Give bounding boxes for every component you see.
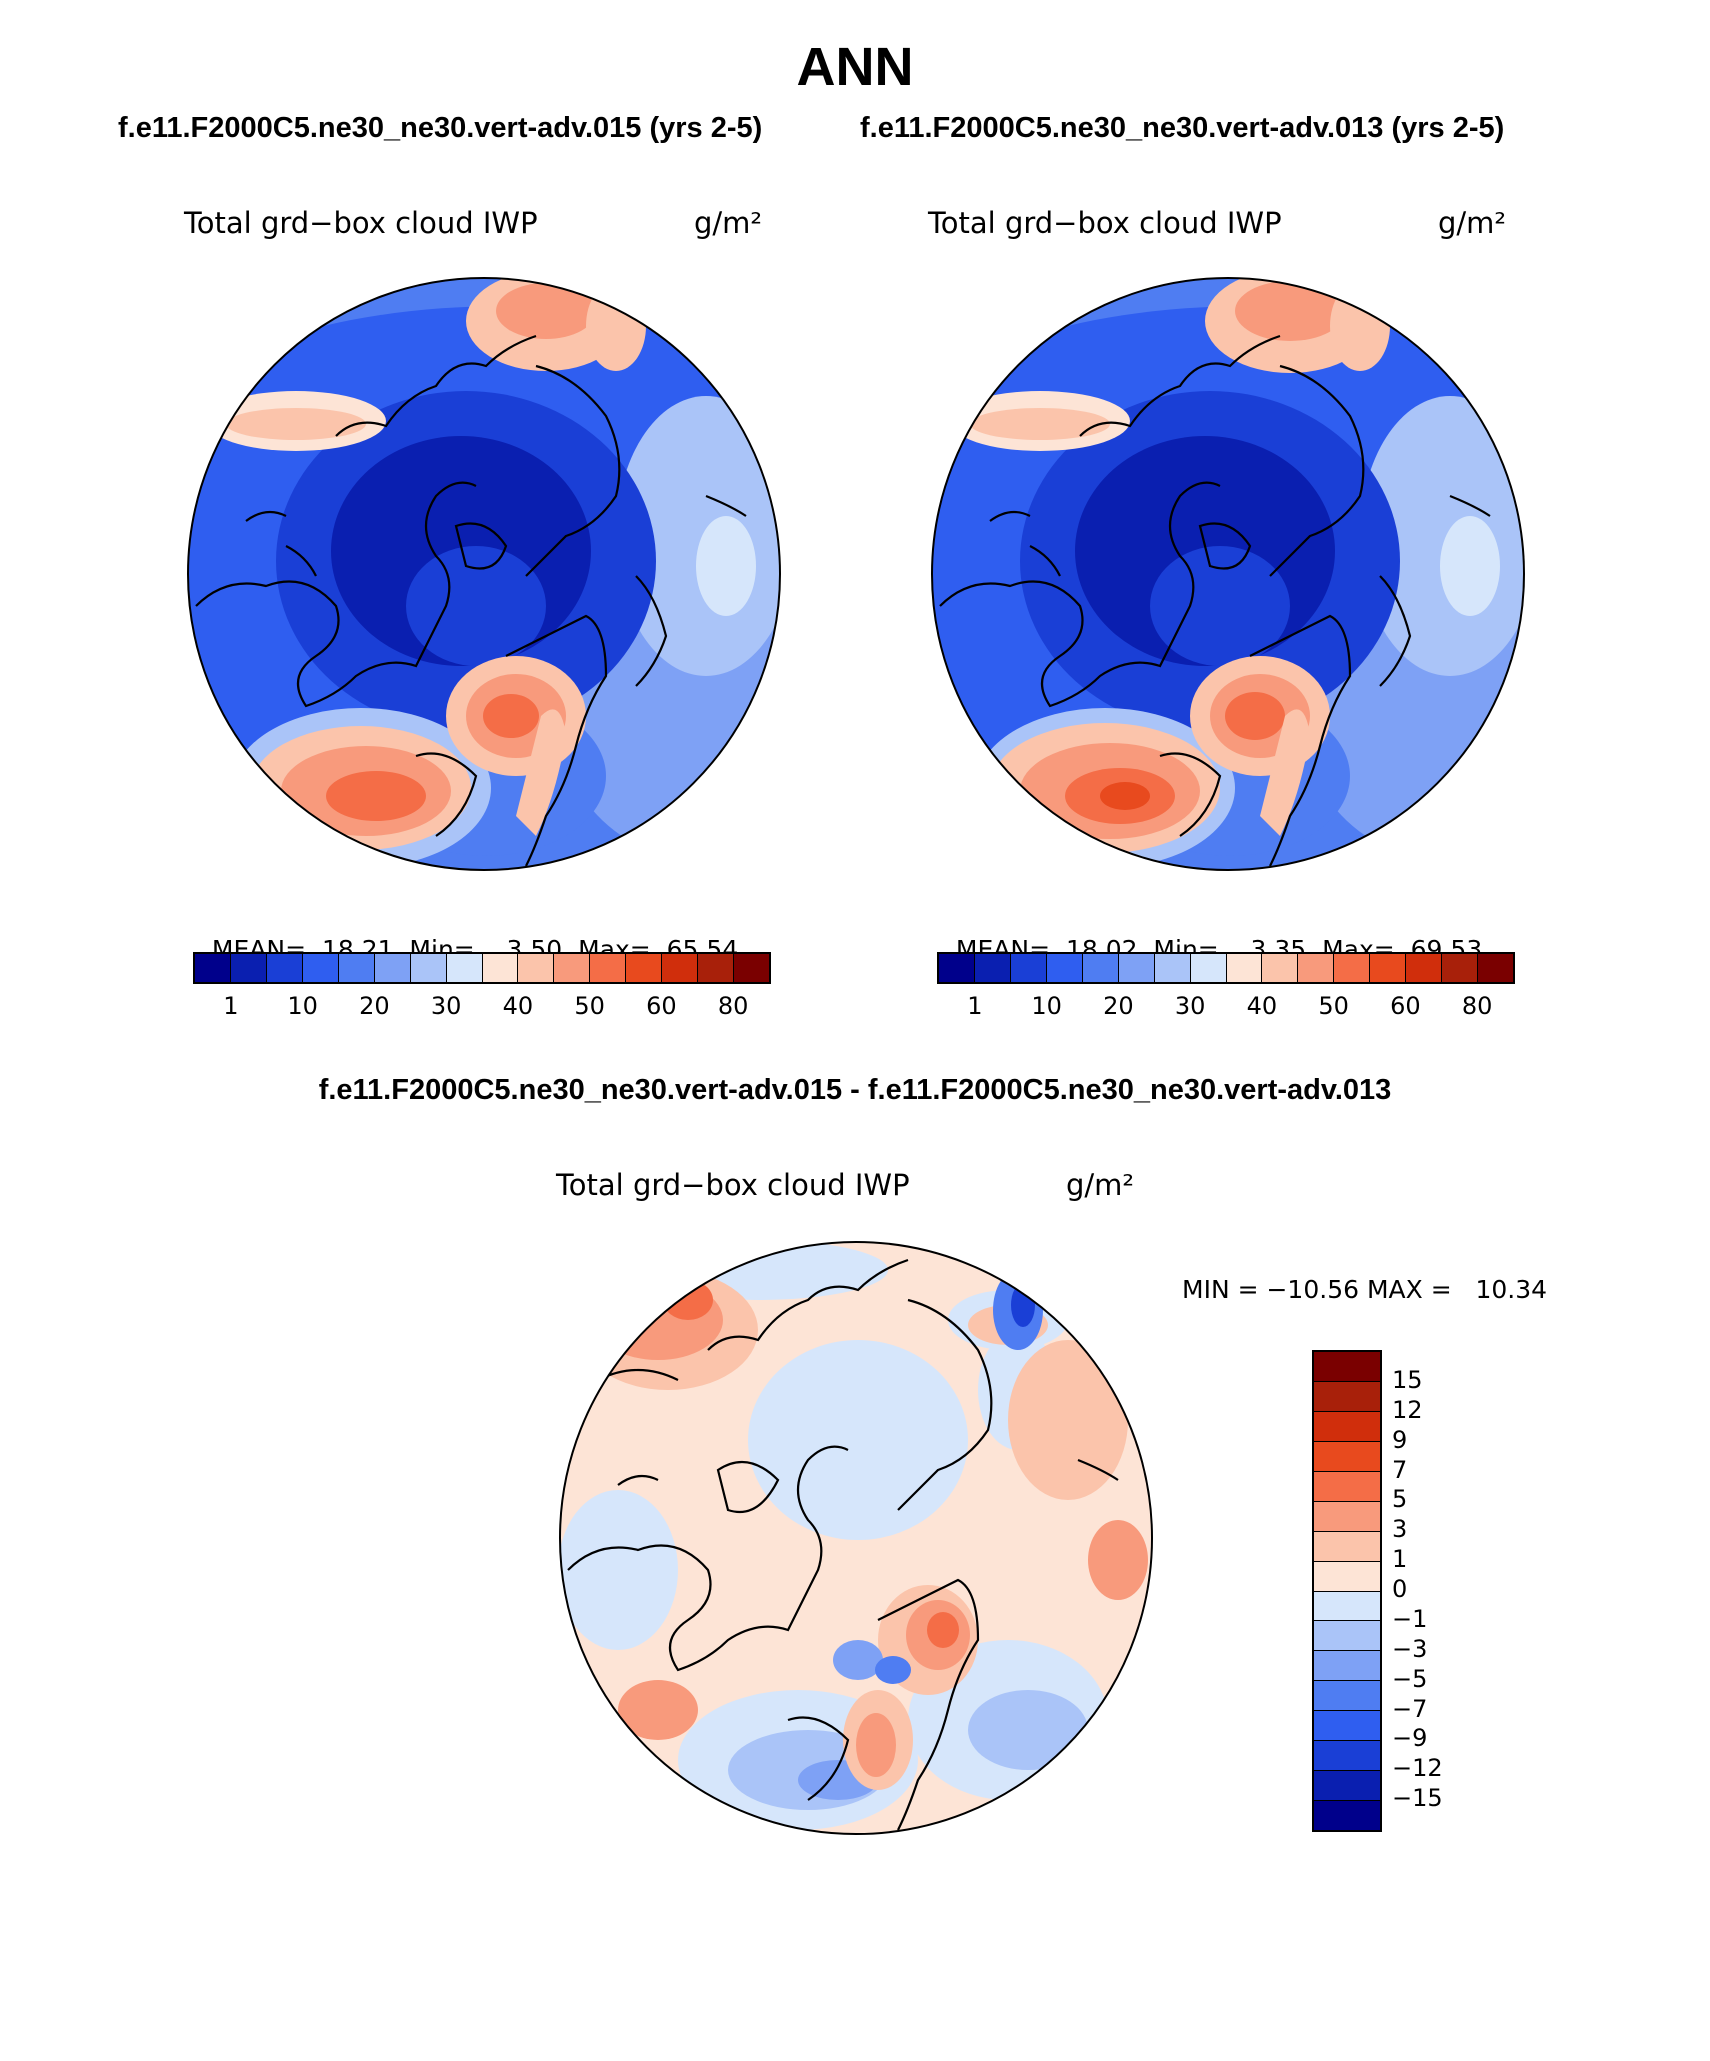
colorbar-swatch (1314, 1381, 1380, 1412)
panel1-polar-map (187, 277, 781, 871)
colorbar-swatch (1314, 1621, 1380, 1652)
colorbar-swatch (230, 954, 267, 982)
colorbar-swatch (554, 954, 591, 982)
colorbar-swatch (302, 954, 339, 982)
colorbar-tick-label: 20 (359, 992, 390, 1020)
colorbar-tick-label: 20 (1103, 992, 1134, 1020)
diff-variable-label: Total grd−box cloud IWP (556, 1168, 910, 1202)
colorbar-tick-label: −5 (1392, 1664, 1428, 1693)
colorbar-tick-label: 1 (223, 992, 239, 1020)
colorbar-swatch (1314, 1591, 1380, 1622)
colorbar-swatch (1478, 954, 1513, 982)
colorbar-swatch (1314, 1501, 1380, 1532)
panel1-colorbar (193, 952, 771, 984)
colorbar-swatch (446, 954, 483, 982)
colorbar-swatch (1190, 954, 1227, 982)
colorbar-tick-label: 30 (430, 992, 462, 1020)
colorbar-tick-label: −7 (1392, 1694, 1428, 1723)
colorbar-swatch (939, 954, 975, 982)
colorbar-tick-label: 7 (1392, 1455, 1408, 1484)
colorbar-swatch (1314, 1561, 1380, 1592)
panel1-units-label: g/m² (694, 206, 763, 240)
colorbar-swatch (1314, 1801, 1380, 1830)
colorbar-tick-label: 80 (717, 992, 749, 1020)
colorbar-swatch (1010, 954, 1047, 982)
colorbar-swatch (1314, 1411, 1380, 1442)
colorbar-swatch (590, 954, 627, 982)
colorbar-tick-label: 40 (1246, 992, 1278, 1020)
colorbar-tick-label: 50 (574, 992, 605, 1020)
colorbar-tick-label: 0 (1392, 1575, 1408, 1603)
colorbar-tick-label: −9 (1392, 1724, 1428, 1753)
page-title: ANN (796, 37, 914, 97)
colorbar-swatch (1406, 954, 1443, 982)
colorbar-swatch (1314, 1471, 1380, 1502)
panel2-variable-label: Total grd−box cloud IWP (928, 206, 1282, 240)
colorbar-tick-label: 3 (1392, 1515, 1408, 1544)
colorbar-swatch (1334, 954, 1371, 982)
colorbar-swatch (626, 954, 663, 982)
diff-title: f.e11.F2000C5.ne30_ne30.vert-adv.015 - f… (318, 1074, 1392, 1106)
colorbar-swatch (1154, 954, 1191, 982)
diff-units-label: g/m² (1066, 1168, 1135, 1202)
colorbar-swatch (1298, 954, 1335, 982)
colorbar-tick-label: 1 (1392, 1545, 1408, 1574)
colorbar-tick-label: 80 (1461, 992, 1493, 1020)
colorbar-swatch (482, 954, 519, 982)
colorbar-tick-label: 10 (287, 992, 318, 1020)
colorbar-tick-label: 15 (1392, 1365, 1423, 1394)
colorbar-swatch (662, 954, 699, 982)
colorbar-swatch (1314, 1531, 1380, 1562)
colorbar-swatch (1226, 954, 1263, 982)
colorbar-swatch (410, 954, 447, 982)
diff-colorbar (1312, 1350, 1382, 1832)
colorbar-swatch (1370, 954, 1407, 982)
colorbar-swatch (1314, 1441, 1380, 1472)
colorbar-swatch (1314, 1711, 1380, 1742)
case-title-left: f.e11.F2000C5.ne30_ne30.vert-adv.015 (yr… (118, 112, 763, 144)
colorbar-swatch (1314, 1651, 1380, 1682)
colorbar-tick-label: 30 (1174, 992, 1206, 1020)
colorbar-swatch (1118, 954, 1155, 982)
colorbar-swatch (1314, 1681, 1380, 1712)
panel2-colorbar-labels: 1 10 20 30 40 50 60 80 (939, 992, 1513, 1022)
colorbar-swatch (266, 954, 303, 982)
colorbar-swatch (374, 954, 411, 982)
colorbar-swatch (1442, 954, 1479, 982)
colorbar-swatch (1262, 954, 1299, 982)
panel1-colorbar-labels: 1 10 20 30 40 50 60 80 (195, 992, 769, 1022)
case-title-right: f.e11.F2000C5.ne30_ne30.vert-adv.013 (yr… (860, 112, 1505, 144)
colorbar-tick-label: −12 (1392, 1754, 1443, 1783)
panel2-polar-map (931, 277, 1525, 871)
diff-polar-map (559, 1241, 1153, 1835)
colorbar-tick-label: −15 (1392, 1784, 1443, 1813)
colorbar-swatch (698, 954, 735, 982)
colorbar-swatch (1046, 954, 1083, 982)
colorbar-tick-label: 40 (502, 992, 534, 1020)
colorbar-tick-label: 10 (1031, 992, 1062, 1020)
colorbar-tick-label: 60 (646, 992, 677, 1020)
colorbar-tick-label: 12 (1392, 1395, 1423, 1424)
panel1-variable-label: Total grd−box cloud IWP (184, 206, 538, 240)
colorbar-tick-label: 5 (1392, 1485, 1408, 1514)
colorbar-tick-label: 9 (1392, 1425, 1408, 1454)
colorbar-tick-label: 50 (1318, 992, 1349, 1020)
colorbar-tick-label: −3 (1392, 1634, 1428, 1663)
diff-minmax-stats: MIN = −10.56 MAX = 10.34 (1182, 1275, 1548, 1304)
colorbar-swatch (1314, 1741, 1380, 1772)
colorbar-swatch (338, 954, 375, 982)
colorbar-swatch (195, 954, 231, 982)
panel2-colorbar (937, 952, 1515, 984)
colorbar-tick-label: 60 (1390, 992, 1421, 1020)
colorbar-swatch (734, 954, 769, 982)
colorbar-swatch (518, 954, 555, 982)
colorbar-swatch (974, 954, 1011, 982)
colorbar-tick-label: −1 (1392, 1604, 1428, 1633)
panel2-units-label: g/m² (1438, 206, 1507, 240)
colorbar-swatch (1314, 1352, 1380, 1382)
diff-colorbar-labels: 15 12 9 7 5 3 1 0 −1 −3 −5 −7 −9 −12 −15 (1392, 1350, 1472, 1828)
colorbar-swatch (1082, 954, 1119, 982)
colorbar-tick-label: 1 (967, 992, 983, 1020)
colorbar-swatch (1314, 1771, 1380, 1802)
